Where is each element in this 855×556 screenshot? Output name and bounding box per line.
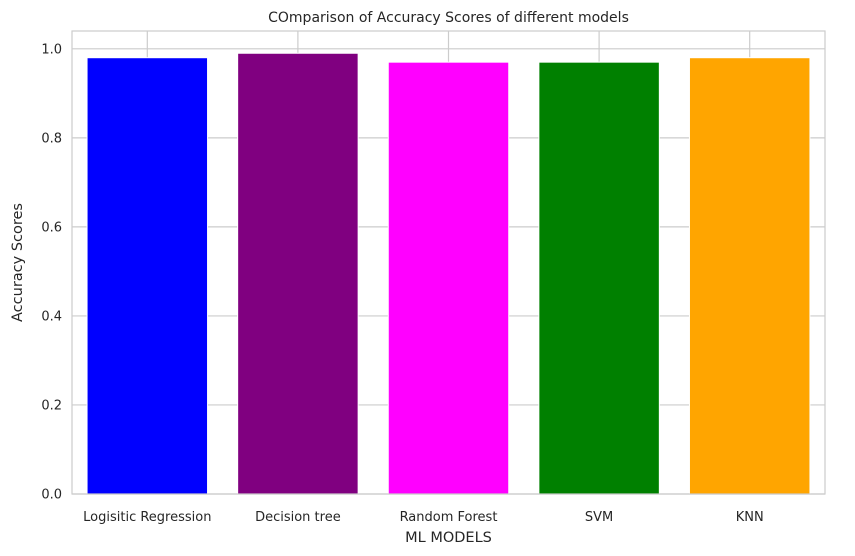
y-tick-labels: 0.0 0.2 0.4 0.6 0.8 1.0 (41, 42, 62, 502)
bar-decision-tree (237, 52, 359, 495)
y-tick-label: 0.0 (41, 488, 62, 503)
x-tick-label: KNN (736, 510, 764, 525)
bar-random-forest (387, 61, 510, 495)
y-tick-label: 0.4 (41, 309, 62, 324)
x-tick-labels: Logisitic Regression Decision tree Random … (83, 510, 764, 525)
x-axis-label: ML MODELS (405, 530, 492, 546)
bar-knn (688, 57, 811, 495)
bar-logisitic-regression (86, 57, 209, 495)
x-tick-label: Decision tree (255, 510, 341, 525)
y-axis-label: Accuracy Scores (10, 203, 26, 322)
y-tick-label: 0.2 (41, 398, 62, 413)
plot-frame (71, 30, 826, 495)
x-tick-label: Logisitic Regression (83, 510, 211, 525)
x-tick-label: SVM (585, 510, 613, 525)
chart-title: COmparison of Accuracy Scores of differe… (268, 10, 629, 26)
x-tick-label: Random Forest (400, 510, 498, 525)
bar-svm (538, 61, 660, 495)
bars (86, 52, 811, 495)
y-tick-label: 1.0 (41, 42, 62, 57)
y-tick-label: 0.8 (41, 131, 62, 146)
y-tick-label: 0.6 (41, 220, 62, 235)
